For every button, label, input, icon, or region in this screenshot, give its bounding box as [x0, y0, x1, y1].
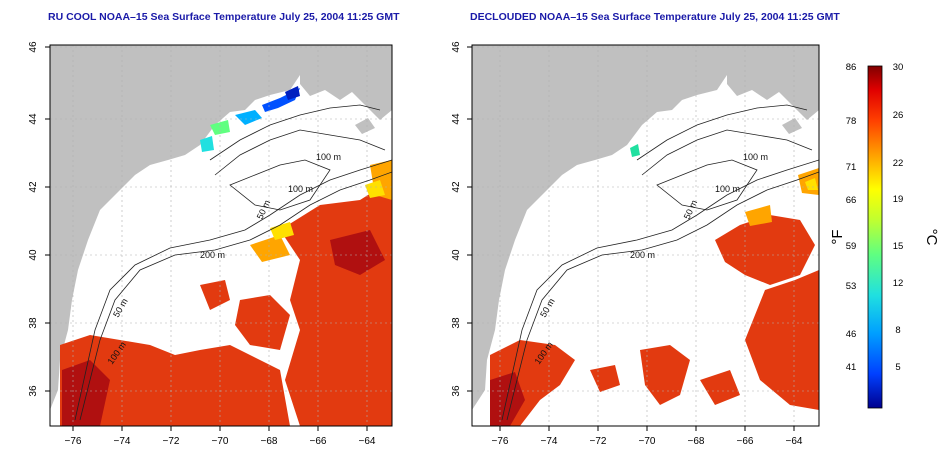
y-tick-label: 46 — [28, 41, 39, 53]
f-tick: 86 — [846, 62, 857, 73]
colorbar-fahrenheit-unit: °F — [829, 229, 846, 244]
y-tick-label: 42 — [451, 181, 462, 193]
x-tick-label: −68 — [261, 436, 278, 447]
colorbar-gradient — [867, 65, 883, 409]
land-mass-right — [472, 45, 819, 410]
colorbar: 86 78 71 66 59 53 46 41 30 26 22 19 15 1… — [829, 62, 940, 409]
y-tick-label: 42 — [28, 181, 39, 193]
x-tick-label: −66 — [310, 436, 327, 447]
x-axis-right: −76 −74 −72 −70 −68 −66 −64 — [492, 436, 803, 447]
x-tick-label: −74 — [541, 436, 558, 447]
contour-label: 100 m — [743, 152, 768, 162]
y-tick-label: 44 — [28, 113, 39, 125]
panel-title-right: DECLOUDED NOAA–15 Sea Surface Temperatur… — [470, 11, 840, 23]
f-tick: 53 — [846, 281, 857, 292]
c-tick: 15 — [893, 241, 904, 252]
x-tick-label: −66 — [737, 436, 754, 447]
y-tick-label: 36 — [28, 385, 39, 397]
x-tick-label: −76 — [492, 436, 509, 447]
c-tick: 19 — [893, 194, 904, 205]
y-axis-left: 46 44 42 40 38 36 — [28, 41, 39, 397]
f-tick: 66 — [846, 195, 857, 206]
f-tick: 41 — [846, 362, 857, 373]
y-tick-label: 38 — [28, 317, 39, 329]
colorbar-celsius-ticks: 30 26 22 19 15 12 8 5 — [893, 62, 904, 373]
gridlines-left — [50, 45, 392, 426]
contour-label: 200 m — [200, 250, 225, 260]
x-tick-label: −72 — [590, 436, 607, 447]
f-tick: 46 — [846, 329, 857, 340]
x-tick-label: −72 — [163, 436, 180, 447]
f-tick: 71 — [846, 162, 857, 173]
y-tick-label: 40 — [28, 249, 39, 261]
c-tick: 5 — [895, 362, 900, 373]
f-tick: 78 — [846, 116, 857, 127]
contour-label: 200 m — [630, 250, 655, 260]
sst-warm-water-left — [60, 180, 392, 426]
c-tick: 26 — [893, 110, 904, 121]
sst-hot-core-right — [490, 372, 525, 426]
c-tick: 12 — [893, 278, 904, 289]
bathymetry-contours-right — [501, 104, 819, 421]
x-tick-label: −74 — [114, 436, 131, 447]
x-tick-label: −70 — [639, 436, 656, 447]
y-axis-right: 46 44 42 40 38 36 — [451, 41, 462, 397]
y-tick-label: 36 — [451, 385, 462, 397]
x-tick-label: −68 — [688, 436, 705, 447]
f-tick: 59 — [846, 241, 857, 252]
gridlines-right — [472, 45, 819, 426]
c-tick: 8 — [895, 325, 900, 336]
contour-label: 100 m — [316, 152, 341, 162]
land-mass-left — [50, 45, 392, 410]
x-axis-left: −76 −74 −72 −70 −68 −66 −64 — [65, 436, 376, 447]
y-tick-label: 40 — [451, 249, 462, 261]
sst-warm-water-right — [490, 215, 819, 426]
contour-label: 100 m — [288, 184, 313, 194]
x-tick-label: −70 — [212, 436, 229, 447]
contour-label: 100 m — [715, 184, 740, 194]
bathymetry-contours-left — [74, 104, 392, 421]
x-tick-label: −64 — [359, 436, 376, 447]
x-tick-label: −76 — [65, 436, 82, 447]
sst-hot-core-left — [62, 230, 385, 426]
y-tick-label: 46 — [451, 41, 462, 53]
c-tick: 30 — [893, 62, 904, 73]
colorbar-fahrenheit-ticks: 86 78 71 66 59 53 46 41 — [846, 62, 857, 373]
panel-title-left: RU COOL NOAA–15 Sea Surface Temperature … — [48, 11, 400, 23]
map-panel-right: 100 m 100 m 50 m 200 m 50 m 100 m −76 −7… — [451, 41, 820, 447]
c-tick: 22 — [893, 158, 904, 169]
y-tick-label: 44 — [451, 113, 462, 125]
map-panel-left: 100 m 100 m 50 m 200 m 50 m 100 m −76 −7… — [28, 41, 393, 447]
colorbar-celsius-unit: °C — [923, 229, 940, 246]
x-tick-label: −64 — [786, 436, 803, 447]
sst-cold-coastal-left — [200, 86, 300, 152]
y-tick-label: 38 — [451, 317, 462, 329]
